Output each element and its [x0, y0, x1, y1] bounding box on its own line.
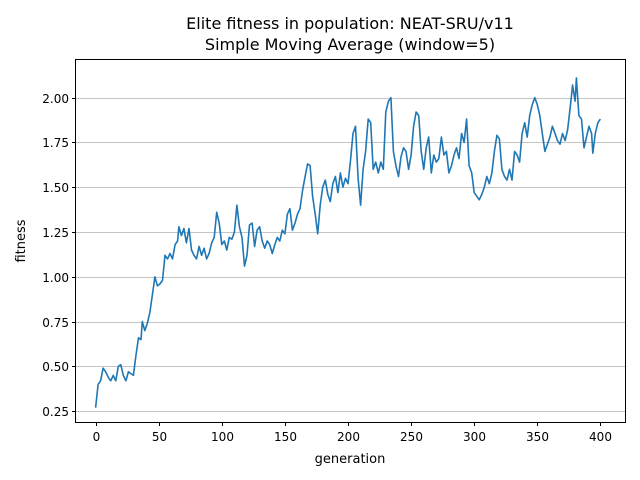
- chart-subtitle: Simple Moving Average (window=5): [205, 35, 495, 54]
- x-tick-label: 350: [526, 430, 549, 444]
- y-tick-label: 1.75: [42, 136, 69, 150]
- x-tick-label: 100: [211, 430, 234, 444]
- x-tick-label: 250: [400, 430, 423, 444]
- x-tick-label: 150: [274, 430, 297, 444]
- y-tick-label: 1.50: [42, 181, 69, 195]
- y-tick-label: 2.00: [42, 92, 69, 106]
- x-tick-label: 300: [463, 430, 486, 444]
- y-tick-label: 0.25: [42, 405, 69, 419]
- x-tick-label: 200: [337, 430, 360, 444]
- series-layer: [94, 77, 602, 408]
- y-tick-label: 0.50: [42, 360, 69, 374]
- y-tick-label: 1.00: [42, 271, 69, 285]
- chart-title: Elite fitness in population: NEAT-SRU/v1…: [186, 14, 514, 33]
- y-gridlines: [76, 98, 625, 412]
- x-tick-label: 50: [152, 430, 167, 444]
- x-tick-label: 400: [589, 430, 612, 444]
- y-tick-label: 0.75: [42, 316, 69, 330]
- y-axis-ticks: 0.25 0.50 0.75 1.00 1.25 1.50 1.75 2.00: [42, 92, 76, 419]
- y-tick-label: 1.25: [42, 226, 69, 240]
- y-axis-label: fitness: [14, 219, 29, 262]
- x-tick-label: 0: [93, 430, 101, 444]
- series-line: [94, 77, 602, 408]
- x-axis-label: generation: [315, 452, 386, 467]
- plot-frame: [75, 59, 626, 423]
- x-axis-ticks: 0 50 100 150 200 250 300 350 400: [93, 422, 612, 444]
